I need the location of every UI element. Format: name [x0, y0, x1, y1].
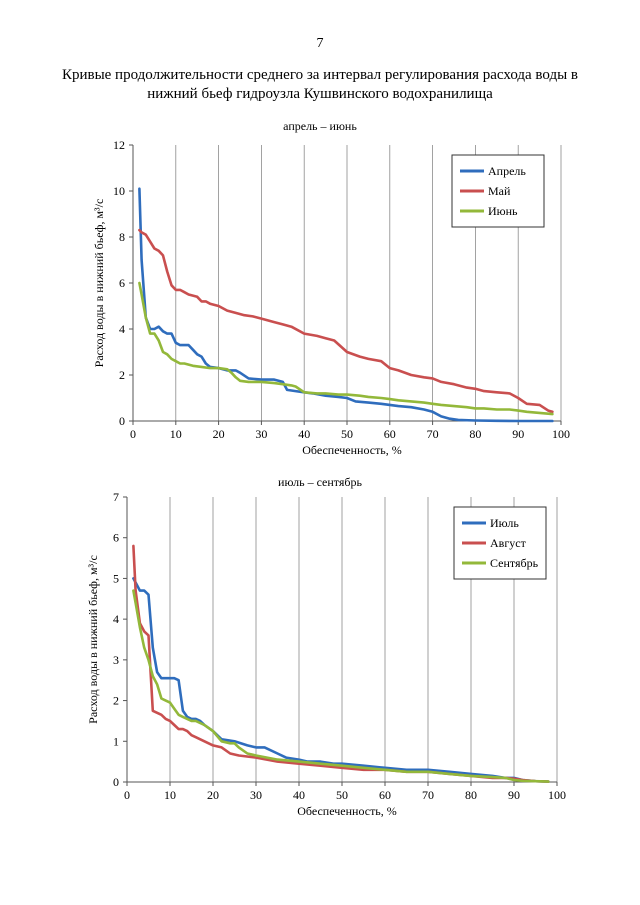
chart-title-apr-jun: апрель – июнь	[283, 119, 357, 133]
x-tick-label: 70	[422, 788, 434, 802]
y-tick-label: 0	[113, 775, 119, 789]
legend-label: Август	[490, 536, 527, 550]
x-tick-label: 70	[427, 427, 439, 441]
y-tick-label: 1	[113, 734, 119, 748]
y-tick-label: 2	[119, 368, 125, 382]
series-line-Апрель	[138, 187, 554, 423]
legend-label: Июнь	[488, 204, 518, 218]
x-tick-label: 50	[341, 427, 353, 441]
series-line-Сентябрь	[132, 589, 550, 783]
x-tick-label: 100	[548, 788, 566, 802]
y-tick-label: 4	[113, 612, 119, 626]
y-axis-title: Расход воды в нижний бьеф, м³/с	[86, 555, 100, 724]
y-tick-label: 6	[113, 531, 119, 545]
y-tick-label: 0	[119, 414, 125, 428]
y-tick-label: 8	[119, 230, 125, 244]
legend-label: Апрель	[488, 164, 526, 178]
y-tick-label: 4	[119, 322, 125, 336]
x-tick-label: 0	[124, 788, 130, 802]
legend-label: Сентябрь	[490, 556, 539, 570]
x-tick-label: 80	[465, 788, 477, 802]
x-tick-label: 20	[213, 427, 225, 441]
x-tick-label: 10	[170, 427, 182, 441]
x-tick-label: 90	[508, 788, 520, 802]
chart-1: 0 2 4 6 8 10 12 0 10 20 30 40 50 60 70 80 90 100 Обеспечен…	[92, 138, 570, 457]
series-line-Июнь	[138, 281, 554, 416]
x-tick-label: 20	[207, 788, 219, 802]
x-tick-label: 30	[250, 788, 262, 802]
x-tick-label: 50	[336, 788, 348, 802]
x-tick-label: 40	[298, 427, 310, 441]
y-tick-label: 10	[113, 184, 125, 198]
x-tick-label: 60	[384, 427, 396, 441]
y-tick-label: 2	[113, 694, 119, 708]
x-tick-label: 60	[379, 788, 391, 802]
x-tick-label: 100	[552, 427, 570, 441]
series-line-Август	[132, 544, 550, 783]
chart-title-jul-sep: июль – сентябрь	[278, 475, 362, 489]
y-tick-label: 6	[119, 276, 125, 290]
series-line-Июль	[132, 577, 550, 783]
legend-label: Июль	[490, 516, 519, 530]
y-tick-label: 7	[113, 490, 119, 504]
x-axis-title: Обеспеченность, %	[302, 443, 402, 457]
y-tick-label: 3	[113, 653, 119, 667]
x-axis-title: Обеспеченность, %	[297, 804, 397, 818]
x-tick-label: 80	[469, 427, 481, 441]
x-tick-label: 0	[130, 427, 136, 441]
x-tick-label: 10	[164, 788, 176, 802]
series-line-Май	[138, 228, 554, 414]
document-title: Кривые продолжительности среднего за инт…	[61, 67, 579, 102]
x-tick-label: 40	[293, 788, 305, 802]
y-tick-label: 5	[113, 571, 119, 585]
page-number: 7	[316, 36, 324, 51]
legend-label: Май	[488, 184, 511, 198]
x-tick-label: 90	[512, 427, 524, 441]
y-tick-label: 12	[113, 138, 125, 152]
y-axis-title: Расход воды в нижний бьеф, м³/с	[92, 199, 106, 368]
x-tick-label: 30	[255, 427, 267, 441]
